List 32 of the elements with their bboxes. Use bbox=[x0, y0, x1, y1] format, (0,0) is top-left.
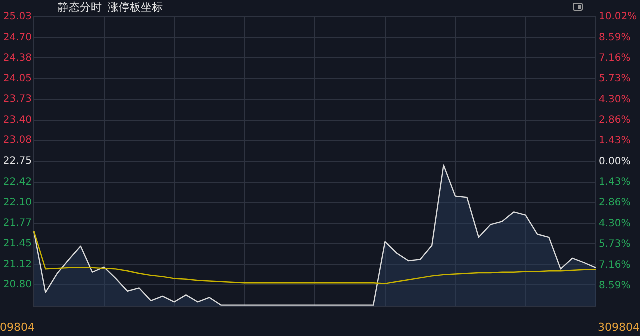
y2-tick-label: 2.86% bbox=[599, 198, 631, 209]
y-tick-label: 25.03 bbox=[3, 12, 32, 23]
y-tick-label: 21.77 bbox=[3, 218, 32, 230]
y-tick-label: 24.70 bbox=[3, 32, 32, 44]
y2-tick-label: 7.16% bbox=[599, 52, 631, 64]
text: 09804 bbox=[0, 321, 35, 334]
y-tick-label: 23.08 bbox=[3, 135, 32, 146]
y2-tick-label: 4.30% bbox=[599, 94, 631, 106]
y-tick-label: 22.42 bbox=[3, 176, 32, 188]
y2-tick-label: 5.73% bbox=[599, 74, 631, 85]
y2-tick-label: 5.73% bbox=[599, 239, 631, 250]
y-tick-label: 23.40 bbox=[3, 114, 32, 126]
text: 涨停板坐标 bbox=[108, 1, 163, 14]
y-tick-label: 20.80 bbox=[3, 280, 32, 291]
y-tick-label: 21.12 bbox=[3, 259, 32, 270]
y2-tick-label: 8.59% bbox=[599, 32, 631, 44]
y2-tick-label: 8.59% bbox=[599, 280, 631, 292]
text: 静态分时 bbox=[58, 1, 102, 14]
y2-tick-label: 10.02% bbox=[599, 12, 638, 23]
y2-tick-label: 0.00% bbox=[599, 156, 631, 168]
y-tick-label: 22.10 bbox=[3, 197, 32, 208]
y-tick-label: 21.45 bbox=[3, 238, 32, 250]
y2-tick-label: 7.16% bbox=[599, 260, 631, 271]
text: 309804 bbox=[598, 321, 640, 334]
y2-tick-label: 2.86% bbox=[599, 115, 631, 126]
y-tick-label: 23.73 bbox=[3, 94, 32, 105]
y2-tick-label: 1.43% bbox=[599, 136, 631, 147]
y-tick-label: 24.38 bbox=[3, 52, 32, 64]
y2-tick-label: 4.30% bbox=[599, 218, 631, 230]
y-tick-label: 22.75 bbox=[3, 156, 32, 168]
y2-tick-label: 1.43% bbox=[599, 177, 631, 188]
y-tick-label: 24.05 bbox=[3, 74, 32, 85]
